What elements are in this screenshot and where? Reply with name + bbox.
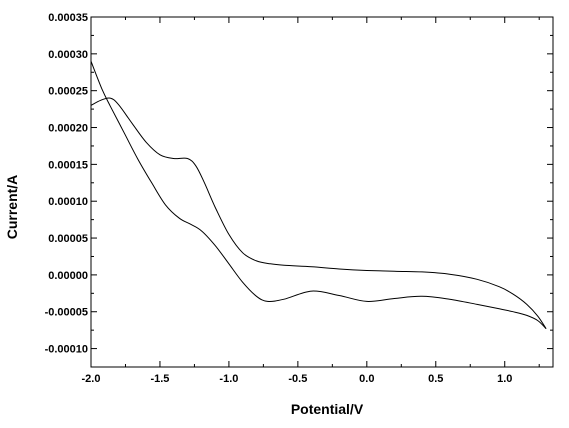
y-tick-label: 0.00020 xyxy=(48,123,88,135)
x-tick-label: 0.0 xyxy=(359,373,374,385)
x-tick-label: -2.0 xyxy=(82,373,101,385)
y-tick-label: 0.00005 xyxy=(48,233,88,245)
y-tick-label: 0.00000 xyxy=(48,270,88,282)
x-tick-label: 0.5 xyxy=(428,373,443,385)
y-tick-label: 0.00030 xyxy=(48,49,88,61)
x-tick-label: -1.0 xyxy=(219,373,238,385)
y-tick-label: -0.00005 xyxy=(45,307,88,319)
x-axis-title: Potential/V xyxy=(291,401,364,417)
y-tick-label: 0.00025 xyxy=(48,86,88,98)
y-tick-label: -0.00010 xyxy=(45,344,88,356)
series-line-2 xyxy=(90,97,547,329)
y-tick-label: 0.00015 xyxy=(48,159,88,171)
series-layer xyxy=(90,61,547,330)
x-tick-label: 1.0 xyxy=(497,373,512,385)
y-axis-title: Current/A xyxy=(4,175,20,240)
x-tick-label: -0.5 xyxy=(288,373,307,385)
axis-layer: -2.0 -1.5 -1.0 -0.5 0.0 0.5 1.0 0.00035 0.00030 0… xyxy=(45,12,553,385)
plot-frame xyxy=(90,16,554,368)
y-tick-label: 0.00035 xyxy=(48,12,88,24)
x-tick-label: -1.5 xyxy=(150,373,169,385)
series-line-1 xyxy=(90,61,547,330)
y-tick-label: 0.00010 xyxy=(48,196,88,208)
